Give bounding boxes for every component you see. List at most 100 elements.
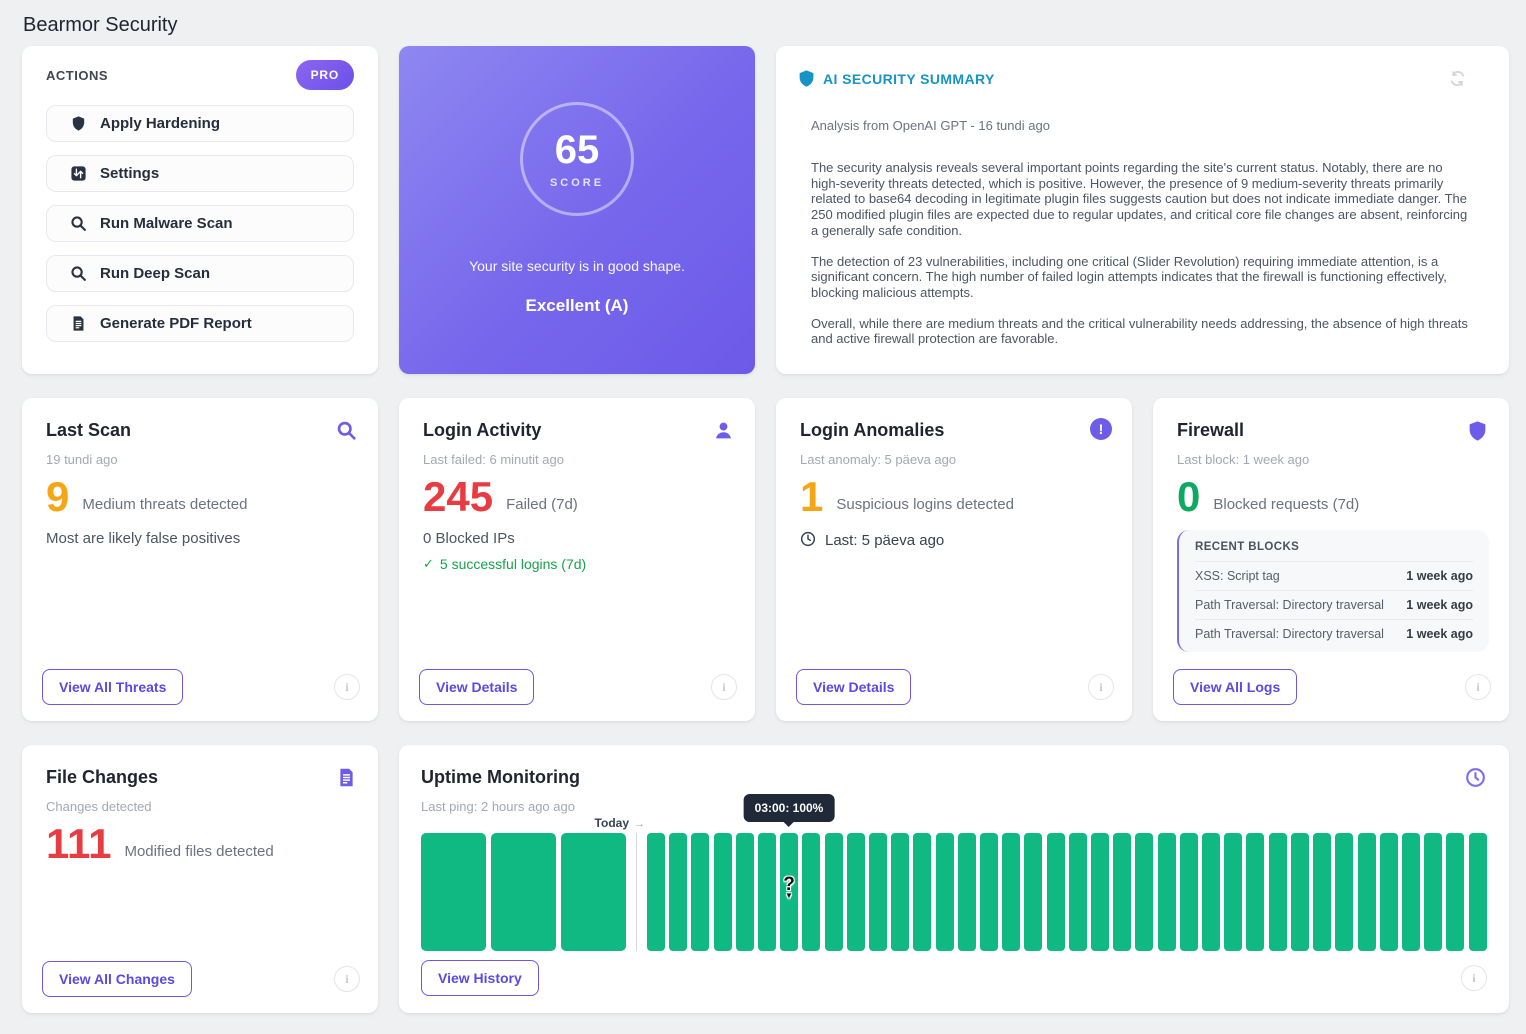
security-score-card: 65 SCORE Your site security is in good s…	[399, 46, 755, 374]
uptime-hour-bar[interactable]	[1446, 833, 1465, 951]
uptime-hour-bar[interactable]	[647, 833, 665, 951]
ai-summary-card: AI SECURITY SUMMARY Analysis from OpenAI…	[776, 46, 1509, 374]
failed-caption: Failed (7d)	[506, 495, 578, 513]
info-icon[interactable]: i	[334, 674, 360, 700]
view-all-threats-button[interactable]: View All Threats	[42, 669, 184, 705]
uptime-hour-bar[interactable]	[1224, 833, 1243, 951]
uptime-hour-bar[interactable]	[935, 833, 954, 951]
score-value: 65	[554, 127, 600, 172]
uptime-hour-bar[interactable]	[1068, 833, 1087, 951]
uptime-hour-bar[interactable]	[1179, 833, 1198, 951]
uptime-hour-bar[interactable]	[1424, 833, 1443, 951]
arrow-right-icon: →	[634, 818, 645, 830]
uptime-hour-bar[interactable]	[980, 833, 999, 951]
firewall-card: Firewall Last block: 1 week ago 0 Blocke…	[1153, 398, 1509, 721]
uptime-hour-bar[interactable]	[1335, 833, 1354, 951]
user-icon	[711, 418, 735, 442]
uptime-hour-bar[interactable]	[869, 833, 888, 951]
last-scan-time: 19 tundi ago	[46, 452, 118, 467]
view-details-button[interactable]: View Details	[796, 669, 912, 705]
uptime-hour-bar[interactable]	[1024, 833, 1043, 951]
page-title: Bearmor Security	[23, 14, 178, 36]
alert-icon: !	[1090, 418, 1112, 440]
recent-block-row: XSS: Script tag 1 week ago	[1195, 560, 1473, 590]
uptime-hour-bar[interactable]	[1113, 833, 1132, 951]
uptime-tooltip: 03:00: 100%	[743, 794, 835, 827]
info-icon[interactable]: i	[711, 674, 737, 700]
recent-block-row: Path Traversal: Directory traversal 1 we…	[1195, 589, 1473, 619]
successful-logins: 5 successful logins (7d)	[439, 555, 587, 572]
uptime-hour-bar[interactable]	[780, 833, 799, 951]
uptime-hour-bars	[647, 833, 1487, 951]
last-ping-time: Last ping: 2 hours ago ago	[421, 799, 575, 814]
document-icon	[69, 315, 87, 333]
uptime-hour-bar[interactable]	[824, 833, 843, 951]
last-anomaly-time: Last anomaly: 5 päeva ago	[800, 452, 957, 467]
recent-blocks-panel: RECENT BLOCKS XSS: Script tag 1 week ago…	[1177, 529, 1489, 652]
card-title: Login Activity	[423, 420, 542, 440]
score-circle: 65 SCORE	[520, 102, 634, 216]
ai-summary-title: AI SECURITY SUMMARY	[823, 70, 995, 87]
uptime-hour-bar[interactable]	[1379, 833, 1398, 951]
uptime-today-divider	[636, 833, 637, 951]
info-icon[interactable]: i	[334, 966, 360, 992]
uptime-hour-bar[interactable]	[1091, 833, 1110, 951]
blocked-count: 0	[1177, 473, 1201, 520]
check-icon: ✓	[423, 555, 434, 571]
card-title: Uptime Monitoring	[421, 767, 580, 787]
uptime-hour-bar[interactable]	[846, 833, 865, 951]
uptime-chart: 03:00: 100% ? ▼ Today →	[421, 794, 1487, 951]
uptime-hour-bar[interactable]	[713, 833, 732, 951]
anomaly-caption: Suspicious logins detected	[836, 495, 1014, 513]
uptime-hour-bar[interactable]	[1202, 833, 1221, 951]
action-label: Apply Hardening	[100, 115, 221, 132]
uptime-hour-bar[interactable]	[913, 833, 932, 951]
uptime-hour-bar[interactable]	[1135, 833, 1154, 951]
uptime-hour-bar[interactable]	[1246, 833, 1265, 951]
search-icon	[334, 418, 358, 442]
score-grade: Excellent (A)	[525, 296, 629, 315]
uptime-hour-bar[interactable]	[1401, 833, 1420, 951]
uptime-day-bar[interactable]	[491, 833, 556, 951]
ai-summary-paragraph: The security analysis reveals several im…	[811, 160, 1468, 238]
info-icon[interactable]: i	[1465, 674, 1491, 700]
run-malware-scan-button[interactable]: Run Malware Scan	[46, 205, 354, 242]
refresh-icon[interactable]	[1449, 70, 1466, 87]
uptime-hour-bar[interactable]	[669, 833, 688, 951]
uptime-monitoring-card: Uptime Monitoring Last ping: 2 hours ago…	[399, 745, 1509, 1013]
uptime-hour-bar[interactable]	[758, 833, 777, 951]
score-message: Your site security is in good shape.	[469, 258, 685, 274]
uptime-hour-bar[interactable]	[1313, 833, 1332, 951]
view-details-button[interactable]: View Details	[419, 669, 535, 705]
uptime-hour-bar[interactable]	[891, 833, 910, 951]
settings-button[interactable]: Settings	[46, 155, 354, 192]
uptime-hour-bar[interactable]	[957, 833, 976, 951]
search-icon	[69, 265, 87, 283]
action-label: Generate PDF Report	[100, 315, 252, 332]
info-icon[interactable]: i	[1461, 965, 1487, 991]
apply-hardening-button[interactable]: Apply Hardening	[46, 105, 354, 142]
uptime-hour-bar[interactable]	[1046, 833, 1065, 951]
uptime-hour-bar[interactable]	[1357, 833, 1376, 951]
pro-badge: PRO	[295, 60, 354, 90]
uptime-hour-bar[interactable]	[1002, 833, 1021, 951]
clock-icon	[800, 531, 816, 551]
view-all-changes-button[interactable]: View All Changes	[42, 961, 192, 997]
blocked-caption: Blocked requests (7d)	[1213, 495, 1360, 513]
uptime-hour-bar[interactable]	[1268, 833, 1287, 951]
uptime-day-bar[interactable]	[421, 833, 486, 951]
file-changes-card: File Changes Changes detected 111 Modifi…	[22, 745, 378, 1013]
generate-pdf-report-button[interactable]: Generate PDF Report	[46, 305, 354, 342]
view-history-button[interactable]: View History	[421, 960, 539, 996]
anomaly-last: Last: 5 päeva ago	[825, 532, 945, 550]
info-icon[interactable]: i	[1088, 674, 1114, 700]
run-deep-scan-button[interactable]: Run Deep Scan	[46, 255, 354, 292]
uptime-day-bar[interactable]	[561, 833, 626, 951]
uptime-hour-bar[interactable]	[735, 833, 754, 951]
uptime-hour-bar[interactable]	[691, 833, 710, 951]
uptime-hour-bar[interactable]	[802, 833, 821, 951]
uptime-hour-bar[interactable]	[1468, 833, 1487, 951]
uptime-hour-bar[interactable]	[1157, 833, 1176, 951]
view-all-logs-button[interactable]: View All Logs	[1173, 669, 1298, 705]
uptime-hour-bar[interactable]	[1290, 833, 1309, 951]
